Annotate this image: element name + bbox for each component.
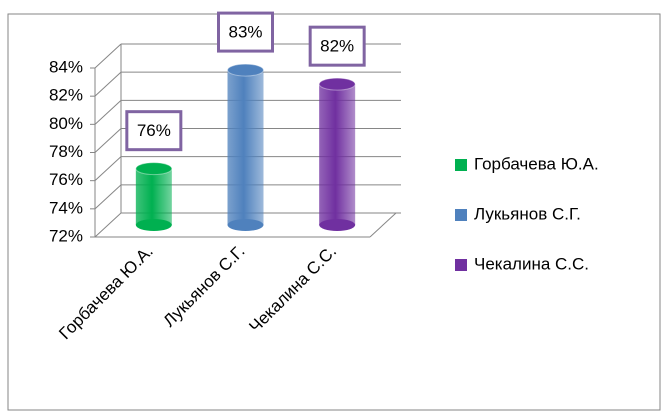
legend-swatch [455,159,467,171]
legend-label: Чекалина С.С. [474,254,589,273]
y-tick-label: 82% [49,86,83,105]
wall-edge [369,212,397,238]
bar [227,70,264,225]
legend-swatch [455,209,467,221]
grid-line [94,184,122,210]
value-label-box [125,110,183,152]
y-tick-label: 80% [49,114,83,133]
value-label-box [217,11,274,53]
value-label-box [308,25,366,67]
y-tick-label: 84% [49,57,83,76]
bar-top [318,77,356,91]
grid-line [94,128,122,153]
grid-line [94,43,122,69]
y-tick-label: 78% [49,142,83,161]
bar-top [135,162,173,176]
value-label: 82% [320,37,354,56]
bar [319,84,356,226]
legend-label: Горбачева Ю.А. [474,154,599,173]
grid-line [94,99,122,125]
bar [135,168,172,225]
legend-label: Лукьянов С.Г. [474,204,581,223]
grid-line [94,156,122,182]
value-label: 83% [228,23,262,42]
y-tick-label: 74% [49,198,83,217]
grid-line [94,71,122,97]
grid-line [94,212,122,238]
legend-swatch [455,259,467,271]
y-tick-label: 76% [49,170,83,189]
y-tick-label: 72% [49,226,83,245]
bar-top [227,63,264,77]
value-label: 76% [137,121,171,140]
